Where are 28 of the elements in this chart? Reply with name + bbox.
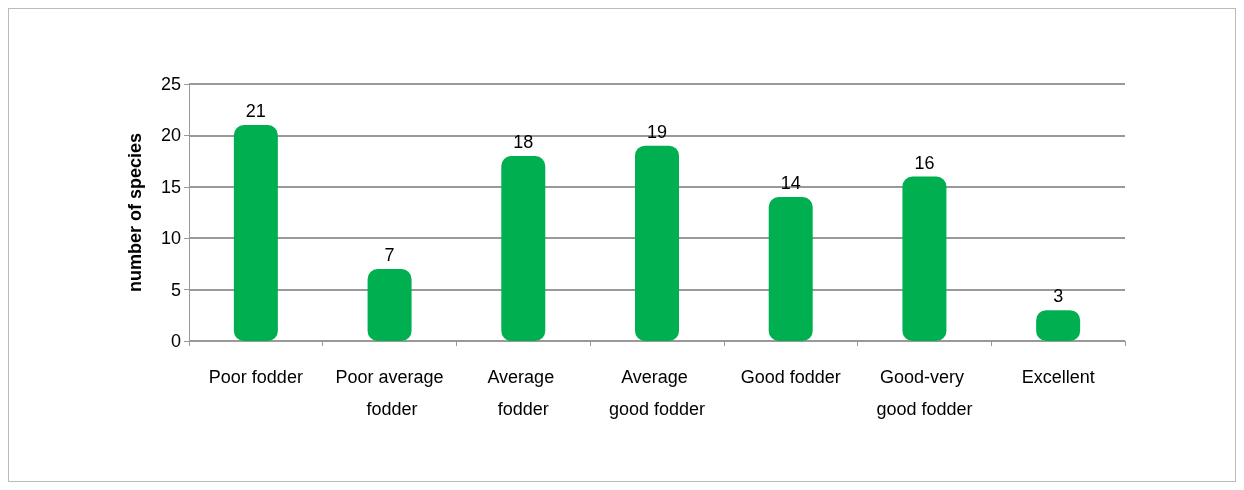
y-tick-label: 5 bbox=[170, 279, 181, 300]
bar bbox=[635, 145, 679, 341]
x-tick-label: Poor average fodder bbox=[335, 367, 444, 419]
bar bbox=[768, 197, 813, 341]
x-tick-label: Poor fodder bbox=[208, 367, 303, 387]
bar bbox=[1036, 310, 1081, 341]
bar bbox=[902, 176, 947, 341]
x-tick-label: Excellent bbox=[1021, 367, 1095, 387]
data-label: 18 bbox=[513, 131, 534, 152]
data-label: 7 bbox=[384, 245, 395, 266]
bar bbox=[233, 125, 278, 341]
bar bbox=[367, 269, 412, 341]
data-label: 14 bbox=[780, 173, 801, 194]
x-tick-label: Good-very good fodder bbox=[876, 367, 973, 419]
data-label: 3 bbox=[1053, 286, 1064, 307]
y-tick-label: 20 bbox=[160, 125, 181, 146]
y-tick-label: 10 bbox=[160, 228, 181, 249]
y-tick-label: 25 bbox=[160, 74, 181, 94]
x-tick-label: Average fodder bbox=[487, 367, 560, 419]
y-tick-label: 15 bbox=[160, 176, 181, 197]
bar bbox=[501, 155, 546, 341]
y-tick-label: 0 bbox=[170, 331, 181, 351]
x-tick-label: Average good fodder bbox=[608, 367, 706, 419]
data-label: 19 bbox=[646, 121, 668, 142]
data-label: 16 bbox=[914, 152, 935, 173]
y-axis-title: number of species bbox=[125, 132, 145, 293]
x-tick-label: Good fodder bbox=[740, 367, 841, 387]
data-label: 21 bbox=[245, 101, 266, 122]
